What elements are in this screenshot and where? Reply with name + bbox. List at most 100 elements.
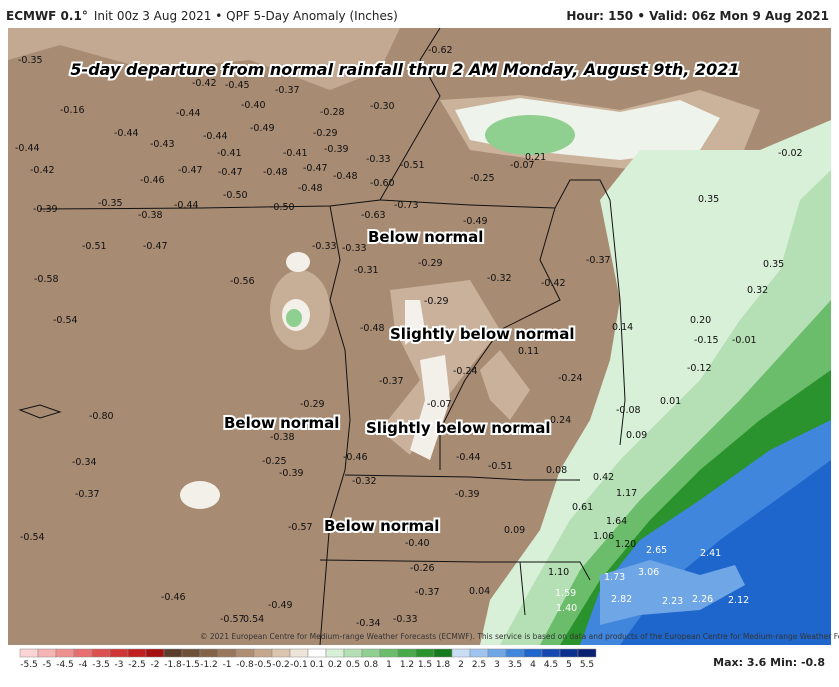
station-value: -0.47: [303, 163, 328, 174]
station-value: -0.44: [456, 452, 481, 463]
station-value: -0.46: [140, 175, 165, 186]
boundaries: [18, 27, 626, 646]
colorbar-label: 5.5: [580, 660, 594, 670]
station-value: 0.61: [572, 502, 593, 513]
colorbar-swatch: [37, 648, 57, 658]
station-value: 2.23: [662, 596, 683, 607]
model-name: ECMWF 0.1°: [6, 9, 88, 23]
station-value: 1.73: [604, 572, 625, 583]
colorbar-swatch: [325, 648, 345, 658]
colorbar-swatch: [55, 648, 75, 658]
copyright: © 2021 European Centre for Medium-range …: [200, 632, 839, 641]
region-label: Below normal: [368, 228, 483, 246]
colorbar-label: 0.8: [364, 660, 379, 670]
station-value: 2.26: [692, 594, 713, 605]
colorbar-swatch: [163, 648, 183, 658]
station-value: -0.32: [352, 476, 377, 487]
station-value: 1.64: [606, 516, 627, 527]
colorbar-label: -2: [151, 660, 160, 670]
station-value: 0.32: [747, 285, 768, 296]
station-value: -0.47: [218, 167, 243, 178]
region-label: Below normal: [224, 414, 339, 432]
colorbar-label: -4.5: [56, 660, 74, 670]
station-value: 2.12: [728, 595, 749, 606]
station-value: -0.07: [427, 399, 452, 410]
colorbar-label: -5.5: [20, 660, 38, 670]
station-value: -0.50: [270, 202, 295, 213]
station-value: -0.33: [366, 154, 391, 165]
colorbar-label: -1.8: [164, 660, 182, 670]
station-value: -0.45: [225, 80, 250, 91]
station-value: -0.30: [370, 101, 395, 112]
station-value: 0.42: [593, 472, 614, 483]
station-value: -0.37: [379, 376, 404, 387]
colorbar-label: -3.5: [92, 660, 110, 670]
station-value: -0.28: [320, 107, 345, 118]
station-value: -0.51: [82, 241, 107, 252]
colorbar-label: -1: [223, 660, 232, 670]
station-value: 0.01: [660, 396, 681, 407]
station-value: 0.08: [546, 465, 567, 476]
station-value: -0.35: [98, 198, 123, 209]
station-value: -0.41: [217, 148, 242, 159]
station-value: -0.48: [298, 183, 323, 194]
station-value: -0.51: [400, 160, 425, 171]
anomaly-shading: [8, 28, 831, 645]
colorbar-swatch: [433, 648, 453, 658]
colorbar-label: 0.1: [310, 660, 324, 670]
colorbar-label: 5: [566, 660, 572, 670]
station-value: -0.16: [60, 105, 85, 116]
station-value: -0.33: [342, 243, 367, 254]
station-value: 1.59: [555, 588, 576, 599]
station-value: -0.42: [192, 78, 217, 89]
colorbar-swatch: [145, 648, 165, 658]
colorbar-swatch: [505, 648, 525, 658]
station-value: 1.17: [616, 488, 637, 499]
station-value: -0.33: [312, 241, 337, 252]
colorbar-label: 4.5: [544, 660, 558, 670]
station-value: -0.47: [178, 165, 203, 176]
station-value: -0.35: [18, 55, 43, 66]
station-value: -0.40: [405, 538, 430, 549]
station-value: -0.34: [356, 618, 381, 629]
station-value: -0.44: [114, 128, 139, 139]
station-value: -0.44: [203, 131, 228, 142]
colorbar-swatch: [235, 648, 255, 658]
max-min: Max: 3.6 Min: -0.8: [713, 656, 825, 669]
colorbar-swatch: [451, 648, 471, 658]
station-value: 0.11: [518, 346, 539, 357]
colorbar-label: 0.2: [328, 660, 342, 670]
station-value: 0.09: [504, 525, 525, 536]
station-value: 1.10: [548, 567, 569, 578]
colorbar-swatch: [199, 648, 219, 658]
colorbar-swatch: [271, 648, 291, 658]
station-value: -0.29: [418, 258, 443, 269]
region-label: Slightly below normal: [366, 419, 551, 437]
station-value: 0.04: [469, 586, 490, 597]
station-value: -0.01: [732, 335, 757, 346]
station-value: -0.42: [541, 278, 566, 289]
station-value: -0.49: [268, 600, 293, 611]
colorbar-swatch: [73, 648, 93, 658]
station-value: -0.25: [470, 173, 495, 184]
header-right: Hour: 150 • Valid: 06z Mon 9 Aug 2021: [566, 9, 829, 23]
station-value: -0.41: [283, 148, 308, 159]
colorbar-label: 0.5: [346, 660, 360, 670]
station-value: -0.39: [455, 489, 480, 500]
colorbar-swatch: [19, 648, 39, 658]
station-value: -0.37: [415, 587, 440, 598]
colorbar-swatch: [253, 648, 273, 658]
station-value: -0.60: [370, 178, 395, 189]
station-value: -0.39: [324, 144, 349, 155]
station-value: -0.43: [150, 139, 175, 150]
colorbar-swatch: [577, 648, 597, 658]
station-value: -0.54: [20, 532, 45, 543]
station-value: -0.37: [586, 255, 611, 266]
station-value: -0.54: [53, 315, 78, 326]
station-value: -0.38: [138, 210, 163, 221]
colorbar-swatch: [181, 648, 201, 658]
station-value: -0.02: [778, 148, 803, 159]
station-value: -0.63: [361, 210, 386, 221]
colorbar-swatch: [523, 648, 543, 658]
colorbar-label: -3: [115, 660, 124, 670]
